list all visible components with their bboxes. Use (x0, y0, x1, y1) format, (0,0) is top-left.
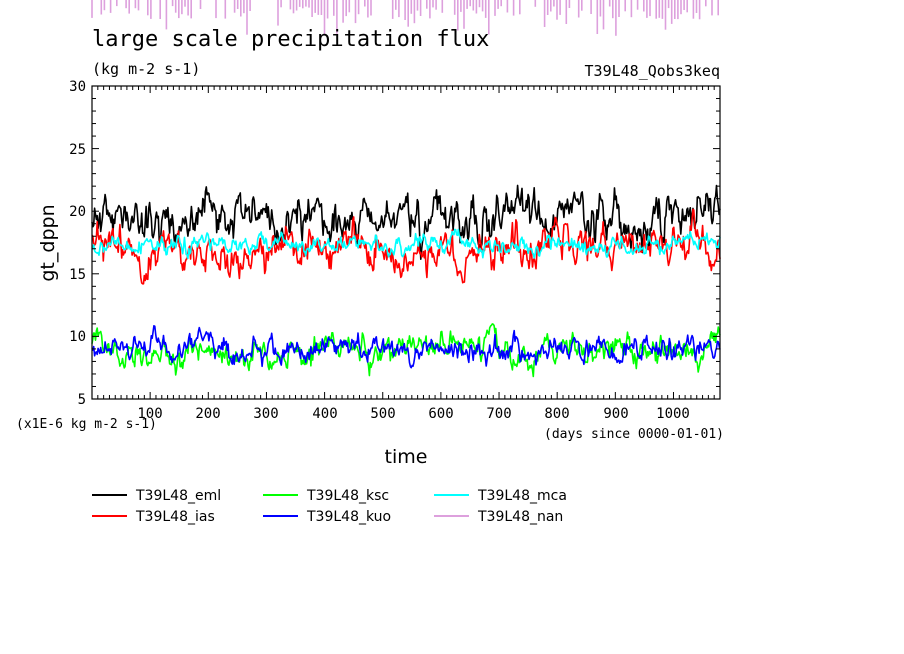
series-group (91, 184, 721, 378)
series-line-kuo (91, 324, 721, 369)
x-axis-label: time (385, 446, 428, 468)
series-nan-offscale (91, 0, 720, 36)
y-tick-label: 10 (69, 329, 86, 345)
y-tick-label: 20 (69, 204, 86, 220)
legend-label-nan: T39L48_nan (477, 509, 563, 525)
y-tick-label: 15 (69, 267, 86, 283)
legend-label-eml: T39L48_eml (135, 488, 221, 504)
legend-label-ias: T39L48_ias (135, 509, 215, 525)
y-tick-labels: 30 25 20 15 10 5 (69, 79, 86, 408)
y-axis-label: gt_dppn (37, 204, 59, 281)
series-line-eml (91, 184, 721, 261)
series-line-mca (91, 228, 721, 260)
x-tick-label: 800 (544, 406, 569, 422)
ticks (92, 85, 720, 400)
x-tick-labels: 100 200 300 400 500 600 700 800 900 1000 (137, 406, 690, 422)
x-tick-label: 600 (428, 406, 453, 422)
y-tick-label: 30 (69, 79, 86, 95)
chart-title: large scale precipitation flux (92, 27, 489, 52)
x-tick-label: 200 (195, 406, 220, 422)
y-tick-label: 5 (78, 392, 86, 408)
legend: T39L48_eml T39L48_ias T39L48_ksc T39L48_… (92, 488, 567, 525)
x-tick-label: 1000 (656, 406, 690, 422)
y-tick-label: 25 (69, 142, 86, 158)
x-tick-label: 500 (370, 406, 395, 422)
x-tick-label: 400 (312, 406, 337, 422)
experiment-label: T39L48_Qobs3keq (585, 62, 720, 80)
x-unit-note: (days since 0000-01-01) (544, 427, 724, 442)
legend-label-ksc: T39L48_ksc (306, 488, 389, 504)
series-line-ksc (91, 323, 721, 378)
chart-units: (kg m-2 s-1) (92, 60, 200, 78)
x-tick-label: 700 (486, 406, 511, 422)
legend-label-mca: T39L48_mca (477, 488, 567, 504)
x-tick-label: 900 (603, 406, 628, 422)
x-tick-label: 100 (137, 406, 162, 422)
y-scale-note: (x1E-6 kg m-2 s-1) (16, 417, 157, 432)
legend-label-kuo: T39L48_kuo (306, 509, 391, 525)
x-tick-label: 300 (253, 406, 278, 422)
